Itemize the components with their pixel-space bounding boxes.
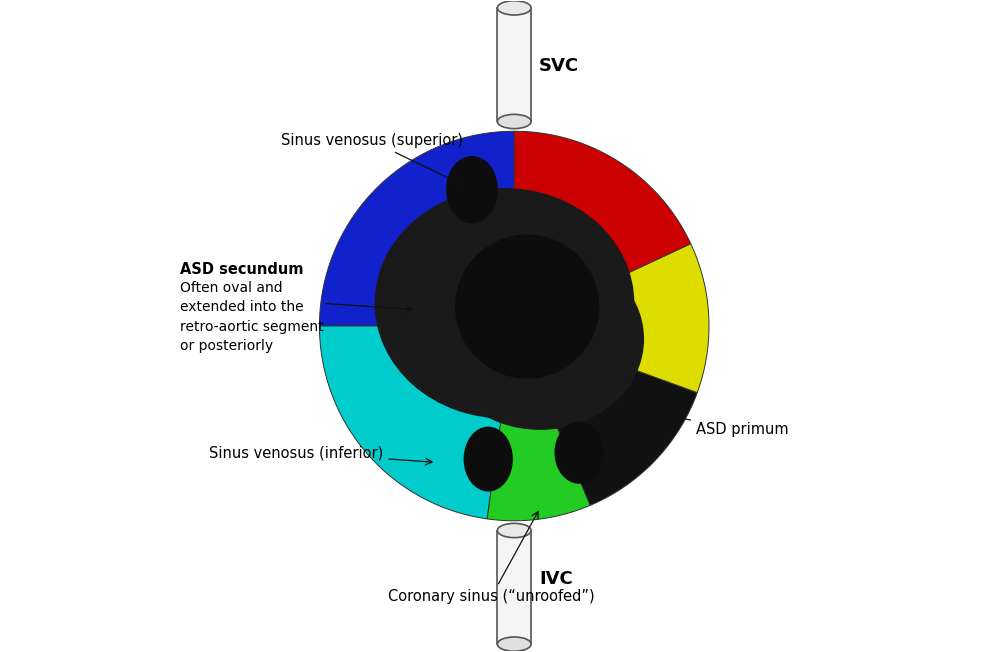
Text: Sinus venosus (superior): Sinus venosus (superior)	[280, 134, 466, 186]
Polygon shape	[517, 328, 697, 505]
Text: ASD secundum: ASD secundum	[180, 262, 304, 277]
Text: Often oval and
extended into the
retro-aortic segment
or posteriorly: Often oval and extended into the retro-a…	[180, 280, 323, 353]
Ellipse shape	[554, 421, 604, 484]
Ellipse shape	[404, 261, 534, 378]
Ellipse shape	[497, 1, 531, 15]
Bar	[497, 531, 531, 644]
Polygon shape	[488, 332, 591, 521]
Text: ASD primum: ASD primum	[662, 413, 788, 437]
Text: Sinus venosus (inferior): Sinus venosus (inferior)	[209, 445, 433, 465]
Polygon shape	[319, 326, 513, 519]
Ellipse shape	[497, 637, 531, 651]
Bar	[497, 8, 531, 121]
Polygon shape	[520, 244, 709, 393]
Text: SVC: SVC	[539, 57, 579, 76]
Polygon shape	[319, 131, 514, 326]
Text: IVC: IVC	[539, 570, 573, 588]
Polygon shape	[514, 131, 691, 323]
Ellipse shape	[446, 156, 498, 224]
Circle shape	[456, 235, 599, 378]
Text: Coronary sinus (“unroofed”): Coronary sinus (“unroofed”)	[388, 511, 595, 604]
Ellipse shape	[464, 426, 513, 492]
Ellipse shape	[436, 248, 644, 430]
Ellipse shape	[375, 188, 634, 419]
Ellipse shape	[497, 524, 531, 538]
Ellipse shape	[497, 114, 531, 128]
